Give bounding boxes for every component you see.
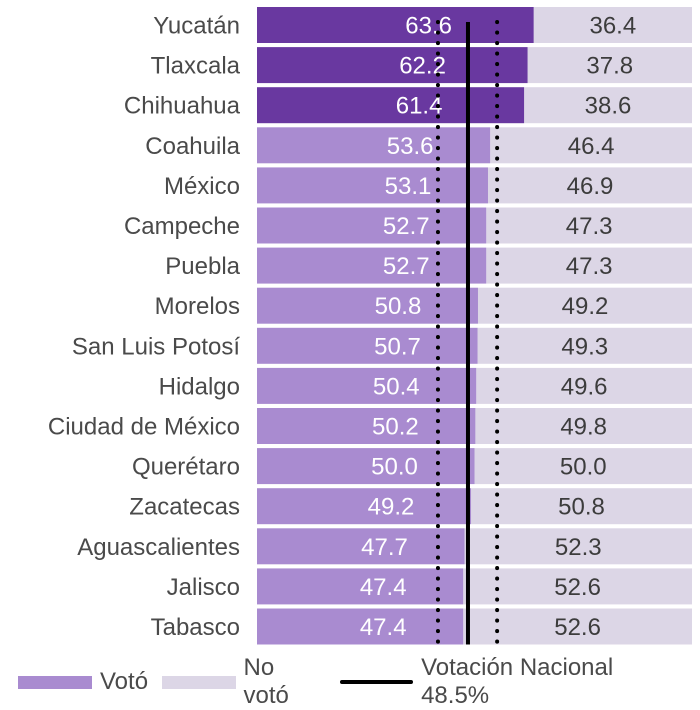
value-label-voto: 47.4: [360, 614, 407, 641]
legend-label-no-voto: No votó: [243, 654, 289, 709]
value-label-no-voto: 49.8: [560, 414, 607, 441]
bar-no-voto: [474, 448, 692, 485]
bar-voto: [257, 47, 528, 84]
bar-voto: [257, 408, 476, 444]
value-label-no-voto: 52.6: [554, 574, 601, 601]
category-label: Hidalgo: [159, 373, 240, 400]
value-label-voto: 49.2: [368, 494, 415, 521]
value-label-no-voto: 46.9: [567, 173, 614, 200]
bar-voto: [257, 568, 464, 605]
bar-no-voto: [487, 167, 692, 204]
bar-voto: [257, 127, 491, 164]
value-label-voto: 50.4: [373, 373, 420, 400]
category-label: Zacatecas: [129, 494, 240, 521]
bar-voto: [257, 167, 488, 204]
legend-swatch-no-voto: [162, 675, 236, 689]
value-label-no-voto: 52.3: [555, 534, 602, 561]
value-label-no-voto: 46.4: [568, 133, 615, 160]
bar-no-voto: [471, 488, 692, 525]
value-label-voto: 52.7: [383, 253, 430, 280]
value-label-voto: 47.7: [361, 534, 408, 561]
legend-label-national: Votación Nacional 48.5%: [421, 654, 614, 709]
legend-item-no-voto: No votó: [162, 654, 326, 710]
category-label: Tabasco: [151, 614, 240, 641]
bar-no-voto: [476, 367, 692, 404]
category-label: Ciudad de México: [48, 414, 240, 441]
value-label-no-voto: 47.3: [566, 213, 613, 240]
bar-no-voto: [463, 608, 692, 645]
bar-no-voto: [475, 408, 692, 444]
bar-no-voto: [527, 47, 692, 84]
bar-voto: [257, 327, 478, 364]
value-label-voto: 50.0: [371, 454, 418, 481]
bar-voto: [257, 608, 464, 645]
legend-line-national: [339, 680, 414, 684]
value-label-no-voto: 50.8: [558, 494, 605, 521]
bar-voto: [257, 367, 477, 404]
bar-no-voto: [486, 207, 692, 244]
legend: Votó No votó Votación Nacional 48.5%: [18, 654, 700, 709]
value-label-voto: 53.6: [387, 133, 434, 160]
value-label-voto: 50.7: [374, 333, 421, 360]
category-label: Morelos: [155, 293, 240, 320]
bar-no-voto: [524, 87, 692, 124]
category-label: Puebla: [165, 253, 240, 280]
category-label: México: [164, 173, 240, 200]
value-label-no-voto: 37.8: [586, 53, 633, 80]
legend-label-voto: Votó: [100, 668, 149, 695]
bar-voto: [257, 87, 525, 124]
bar-no-voto: [486, 247, 692, 284]
bar-voto: [257, 7, 534, 43]
category-label: Aguascalientes: [77, 534, 240, 561]
bar-voto: [257, 207, 487, 244]
category-label: Chihuahua: [124, 93, 241, 120]
value-label-no-voto: 49.3: [561, 333, 608, 360]
value-label-no-voto: 38.6: [585, 93, 632, 120]
value-label-voto: 53.1: [385, 173, 432, 200]
category-label: Jalisco: [167, 574, 240, 601]
value-label-voto: 50.8: [375, 293, 422, 320]
category-label: Campeche: [124, 213, 240, 240]
bar-voto: [257, 488, 472, 525]
bar-voto: [257, 287, 478, 324]
bar-no-voto: [477, 287, 692, 324]
bar-no-voto: [463, 568, 692, 605]
value-label-no-voto: 50.0: [560, 454, 607, 481]
value-label-no-voto: 47.3: [566, 253, 613, 280]
value-label-no-voto: 49.2: [562, 293, 609, 320]
legend-item-national: Votación Nacional 48.5%: [339, 654, 686, 710]
bar-no-voto: [464, 528, 692, 565]
category-label: Querétaro: [132, 454, 240, 481]
value-label-voto: 47.4: [360, 574, 407, 601]
category-label: Yucatán: [153, 13, 240, 40]
value-label-no-voto: 52.6: [554, 614, 601, 641]
value-label-no-voto: 49.6: [561, 373, 608, 400]
bar-voto: [257, 448, 475, 485]
category-label: Tlaxcala: [151, 53, 241, 80]
bar-no-voto: [533, 7, 692, 43]
bar-voto: [257, 528, 465, 565]
category-label: San Luis Potosí: [72, 333, 240, 360]
value-label-voto: 61.4: [396, 93, 443, 120]
category-label: Coahuila: [145, 133, 240, 160]
value-label-no-voto: 36.4: [589, 13, 636, 40]
bar-no-voto: [477, 327, 692, 364]
value-label-voto: 63.6: [405, 13, 452, 40]
bar-no-voto: [490, 127, 692, 164]
legend-swatch-voto: [18, 675, 92, 689]
bar-voto: [257, 247, 487, 284]
legend-item-voto: Votó: [18, 668, 148, 696]
value-label-voto: 52.7: [383, 213, 430, 240]
value-label-voto: 50.2: [372, 414, 419, 441]
